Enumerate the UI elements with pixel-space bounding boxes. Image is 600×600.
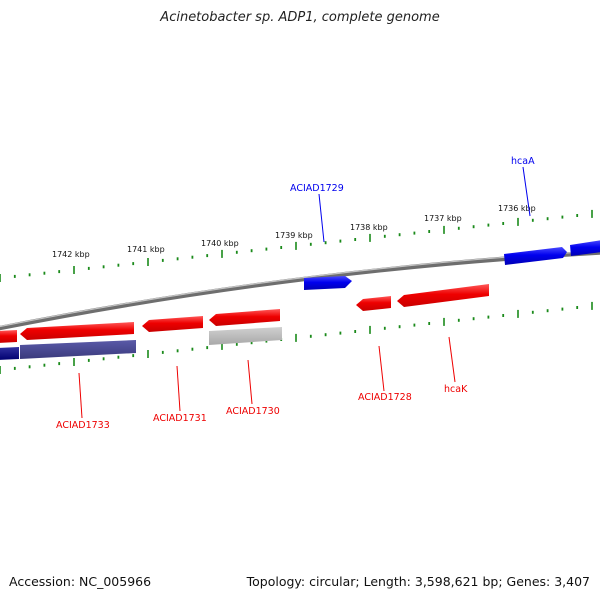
gene-aciad1733[interactable] — [20, 322, 134, 340]
gene-label-hcak[interactable]: hcaK — [444, 384, 468, 395]
gene-labels: ACIAD1729 hcaA ACIAD1733 ACIAD1731 ACIAD… — [56, 156, 535, 431]
gene-reverse-left-edge[interactable] — [0, 330, 17, 343]
ruler-label-1740kbp: 1740 kbp — [201, 239, 239, 248]
leader-hcaa — [522, 166, 531, 217]
gene-selected-left[interactable] — [0, 347, 19, 360]
ruler-labels: 1742 kbp 1741 kbp 1740 kbp 1739 kbp 1738… — [52, 204, 536, 259]
feature-gray-aciad1730[interactable] — [209, 327, 282, 345]
gene-label-hcaa[interactable]: hcaA — [511, 156, 535, 167]
genome-title: Acinetobacter sp. ADP1, complete genome — [160, 10, 440, 25]
leader-hcak — [448, 336, 456, 383]
outer-ruler-track — [0, 209, 593, 282]
gene-label-aciad1728[interactable]: ACIAD1728 — [358, 392, 412, 403]
gene-label-aciad1731[interactable]: ACIAD1731 — [153, 413, 207, 424]
gene-selected-aciad1733[interactable] — [20, 340, 136, 359]
ruler-label-1738kbp: 1738 kbp — [350, 223, 388, 232]
gene-aciad1729[interactable] — [304, 276, 352, 290]
forward-strand-genes — [304, 240, 600, 290]
topology-text: Topology: circular; Length: 3,598,621 bp… — [246, 574, 590, 589]
gene-aciad1731[interactable] — [142, 316, 203, 332]
gene-forward-1735[interactable] — [504, 247, 567, 265]
leader-aciad1730 — [247, 359, 253, 405]
gene-label-aciad1733[interactable]: ACIAD1733 — [56, 420, 110, 431]
gene-hcak[interactable] — [397, 284, 489, 307]
leader-aciad1728 — [378, 345, 385, 392]
leader-aciad1729 — [318, 193, 325, 243]
secondary-track — [0, 327, 282, 360]
label-leaders — [78, 166, 531, 419]
leader-aciad1733 — [78, 372, 83, 419]
gene-aciad1730[interactable] — [209, 309, 280, 326]
ruler-label-1742kbp: 1742 kbp — [52, 250, 90, 259]
gene-aciad1728[interactable] — [356, 296, 391, 311]
gene-label-aciad1729[interactable]: ACIAD1729 — [290, 183, 344, 194]
ruler-label-1737kbp: 1737 kbp — [424, 214, 462, 223]
ruler-label-1741kbp: 1741 kbp — [127, 245, 165, 254]
gene-hcaa[interactable] — [570, 240, 600, 256]
leader-aciad1731 — [176, 365, 181, 412]
inner-ruler-track — [0, 301, 593, 374]
ruler-label-1736kbp: 1736 kbp — [498, 204, 536, 213]
accession-text: Accession: NC_005966 — [9, 574, 152, 589]
ruler-label-1739kbp: 1739 kbp — [275, 231, 313, 240]
gene-label-aciad1730[interactable]: ACIAD1730 — [226, 406, 280, 417]
reverse-strand-genes — [0, 284, 489, 343]
